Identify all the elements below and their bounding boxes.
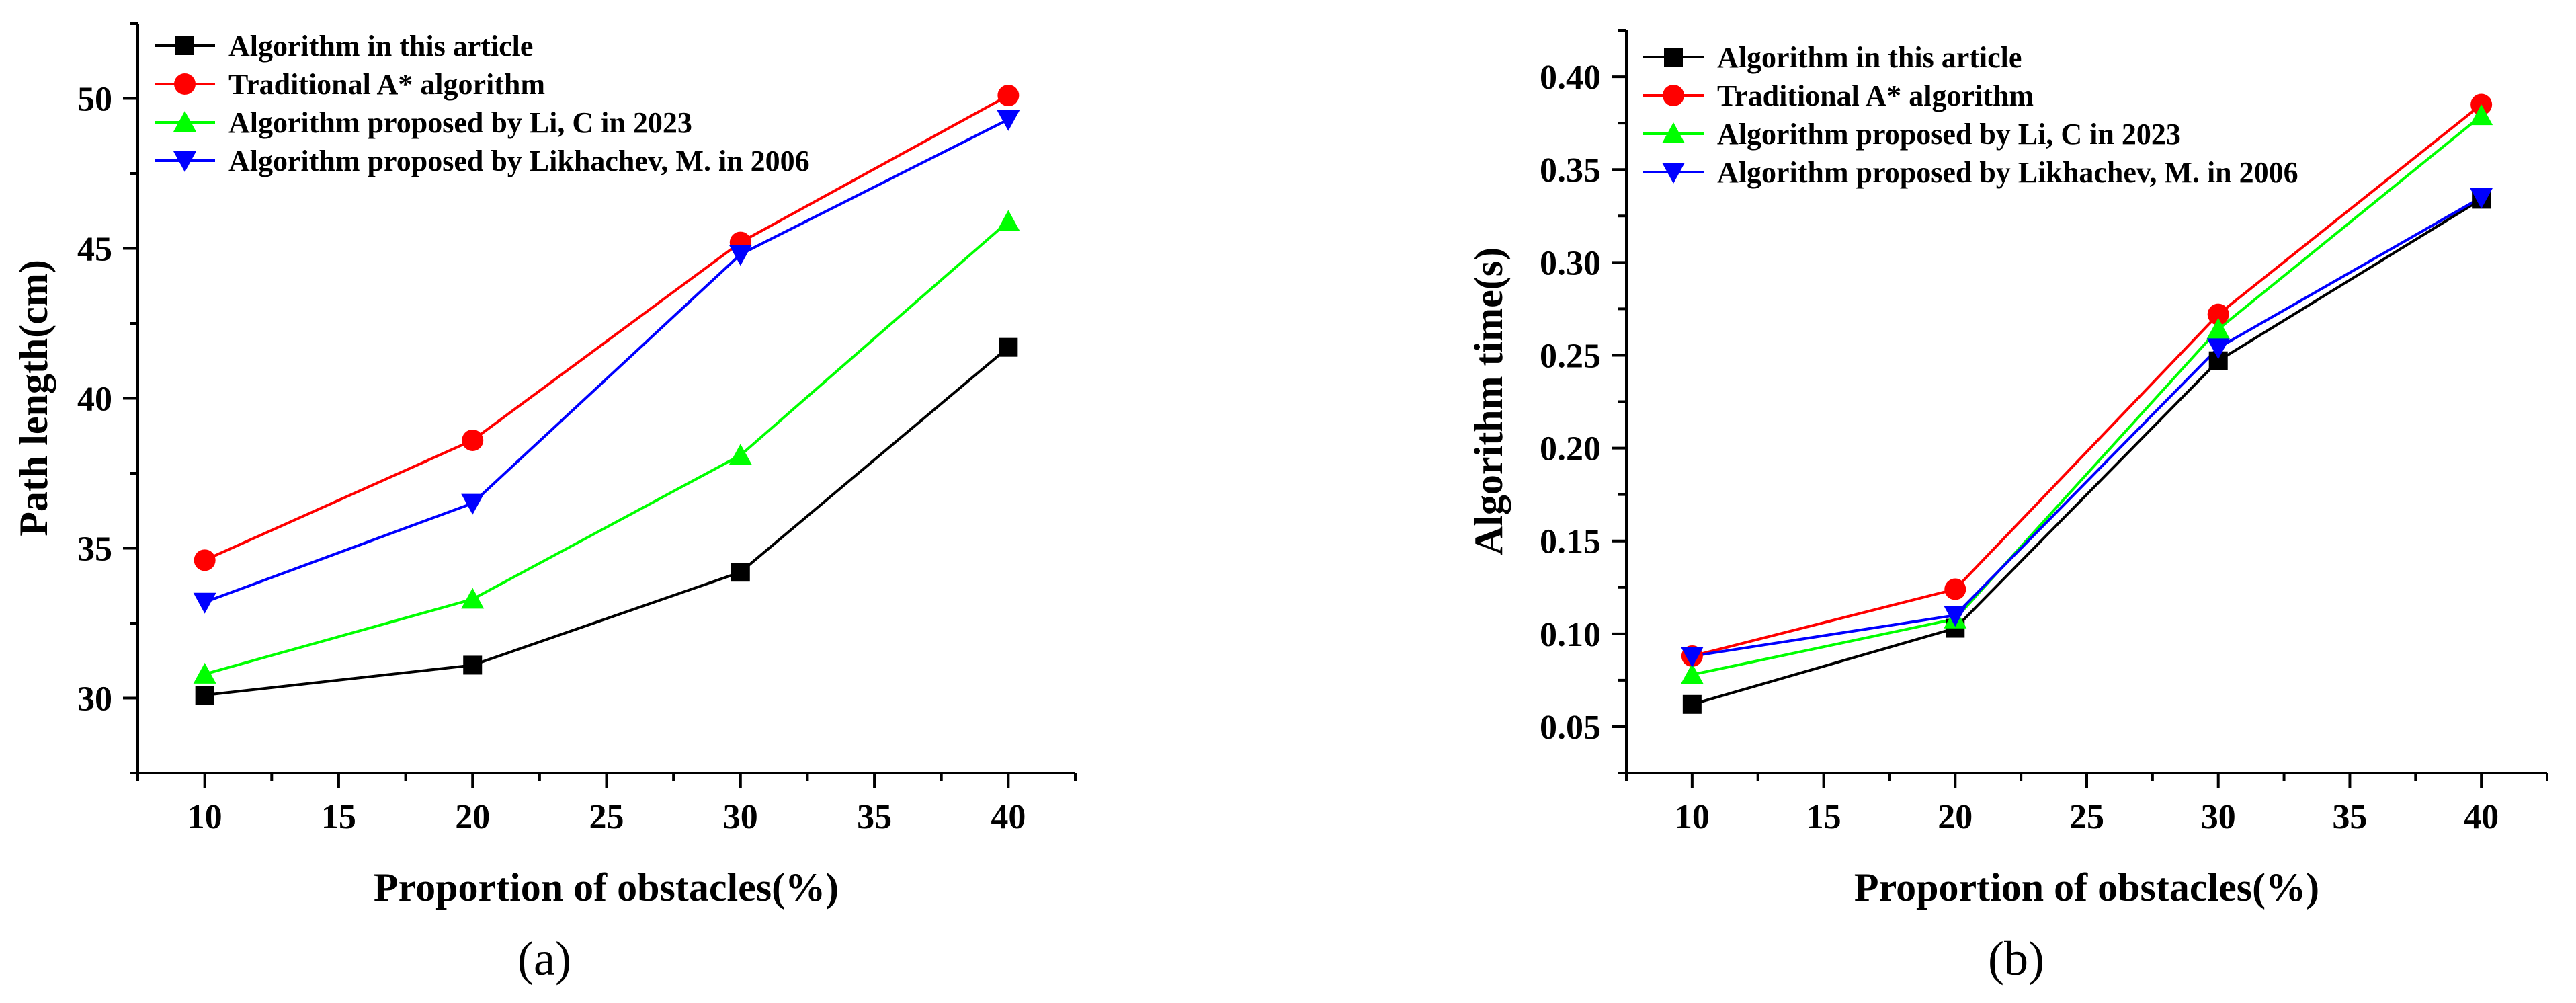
data-point-3	[997, 210, 1020, 231]
chart-panel-a: 10 15 20 25 30 35 40 30 35 40 45 50 Algorithm in thi…	[11, 22, 1077, 986]
x-tick-label: 15	[1806, 798, 1841, 836]
y-tick-label: 0.25	[1540, 337, 1601, 375]
series-line-3	[1692, 114, 2483, 676]
panel-label: (a)	[517, 932, 571, 986]
data-point-1	[731, 563, 750, 582]
x-tick-label: 10	[1675, 798, 1710, 836]
legend-label: Algorithm proposed by Li, C in 2023	[228, 106, 692, 139]
data-point-4	[2206, 338, 2230, 360]
legend-label: Algorithm in this article	[1717, 41, 2022, 74]
data-point-1	[463, 655, 483, 675]
data-point-3	[193, 662, 216, 684]
data-point-4	[997, 110, 1020, 131]
y-axis-title: Algorithm time(s)	[1466, 247, 1511, 555]
data-point-1	[195, 686, 214, 705]
y-tick-label: 0.10	[1540, 616, 1601, 654]
y-tick-label: 40	[77, 380, 112, 419]
data-point-1	[1682, 694, 1702, 714]
data-point-1	[999, 337, 1018, 357]
x-tick-label: 25	[2069, 798, 2104, 836]
y-axis-title: Path length(cm)	[11, 259, 56, 536]
x-axis-title: Proportion of obstacles(%)	[1854, 865, 2319, 910]
data-point-3	[729, 444, 752, 465]
y-tick-label: 0.20	[1540, 430, 1601, 469]
legend: Algorithm in this article Traditional A* …	[155, 30, 810, 177]
y-tick-label: 0.05	[1540, 709, 1601, 747]
x-tick-label: 25	[589, 798, 624, 836]
legend-marker	[1664, 48, 1683, 67]
legend-marker	[173, 111, 196, 132]
data-point-3	[1680, 663, 1704, 684]
series-line-2	[204, 94, 1009, 562]
data-point-2	[194, 549, 216, 571]
data-point-4	[1944, 606, 1967, 627]
data-point-3	[2470, 104, 2493, 126]
legend-label: Algorithm in this article	[228, 30, 533, 63]
data-point-3	[461, 588, 485, 609]
legend-marker	[1663, 85, 1684, 106]
legend-label: Traditional A* algorithm	[1717, 79, 2034, 112]
y-tick-label: 30	[77, 680, 112, 719]
x-tick-label: 30	[723, 798, 758, 836]
x-tick-label: 20	[455, 798, 490, 836]
series-line-3	[204, 220, 1009, 676]
legend-marker	[1662, 122, 1685, 143]
legend: Algorithm in this article Traditional A* …	[1643, 41, 2298, 189]
y-tick-label: 45	[77, 231, 112, 269]
y-tick-label: 50	[77, 81, 112, 119]
legend-label: Algorithm proposed by Li, C in 2023	[1717, 118, 2181, 151]
data-point-2	[997, 85, 1020, 107]
data-point-4	[1680, 646, 1704, 668]
y-tick-label: 0.35	[1540, 151, 1601, 190]
x-tick-label: 10	[188, 798, 222, 836]
legend-label: Algorithm proposed by Likhachev, M. in 2…	[1717, 156, 2298, 189]
y-tick-label: 35	[77, 530, 112, 569]
series-line-1	[204, 346, 1009, 697]
series-line-1	[1692, 198, 2483, 706]
data-point-4	[193, 592, 216, 614]
data-point-2	[2207, 303, 2229, 325]
series-line-2	[1692, 103, 2483, 657]
data-point-4	[729, 245, 752, 266]
data-point-4	[461, 493, 485, 515]
series-line-4	[1692, 196, 2483, 657]
chart-panel-b: 10 15 20 25 30 35 40 0.05 0.10 0.15 0.20 0.25 0.30 0.…	[1466, 29, 2548, 986]
y-tick-label: 0.15	[1540, 523, 1601, 561]
y-tick-label: 0.30	[1540, 244, 1601, 282]
legend-marker	[174, 73, 196, 95]
x-tick-label: 30	[2201, 798, 2236, 836]
series-line-4	[204, 118, 1009, 604]
panel-label: (b)	[1988, 932, 2044, 986]
x-tick-label: 15	[321, 798, 356, 836]
data-point-2	[1944, 578, 1966, 600]
y-tick-label: 0.40	[1540, 58, 1601, 97]
x-tick-label: 40	[991, 798, 1026, 836]
legend-marker	[175, 36, 194, 55]
legend-marker	[173, 151, 196, 172]
legend-label: Algorithm proposed by Likhachev, M. in 2…	[228, 145, 810, 177]
x-tick-label: 40	[2464, 798, 2499, 836]
x-tick-label: 35	[857, 798, 892, 836]
data-point-4	[2470, 188, 2493, 209]
legend-marker	[1662, 163, 1685, 184]
x-tick-label: 20	[1938, 798, 1972, 836]
legend-label: Traditional A* algorithm	[228, 68, 545, 101]
data-point-3	[2206, 317, 2230, 339]
data-point-2	[462, 429, 484, 451]
x-tick-label: 35	[2332, 798, 2367, 836]
x-axis-title: Proportion of obstacles(%)	[374, 865, 839, 910]
